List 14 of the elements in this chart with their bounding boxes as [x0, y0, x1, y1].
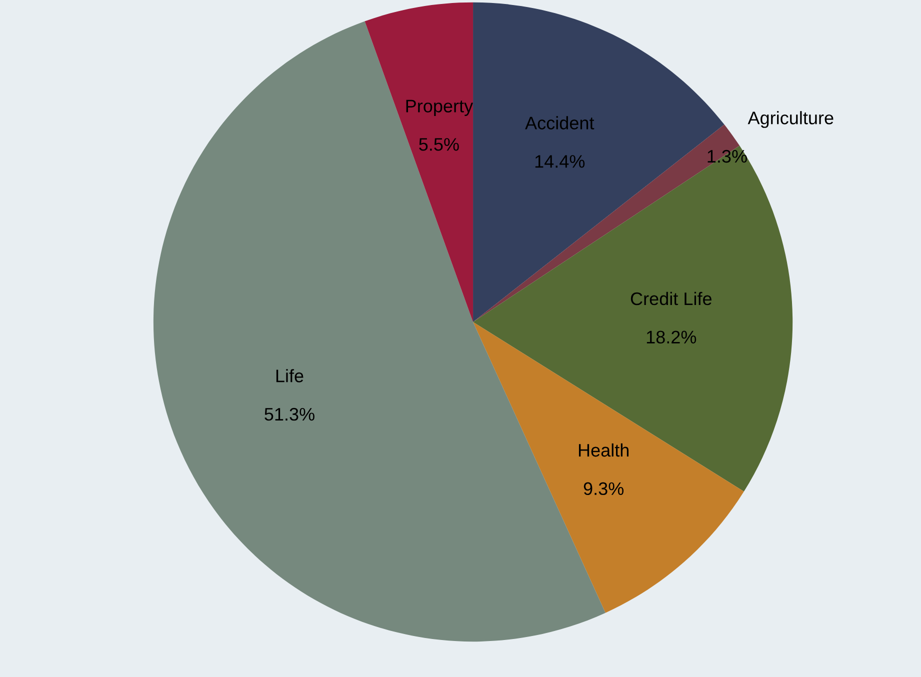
slice-label: Accident — [525, 116, 594, 130]
data-label: 9.3% — [584, 482, 624, 496]
data-label: 5.5% — [419, 138, 459, 151]
slice-label: Life — [276, 369, 304, 382]
slice-label: Credit Life — [630, 292, 712, 306]
slice-label: Agriculture — [748, 111, 834, 128]
pie-slice — [473, 322, 744, 613]
data-label: 51.3% — [264, 408, 314, 421]
data-label: 1.3% — [708, 150, 747, 163]
pie-slice — [364, 2, 474, 322]
data-label: 14.4% — [535, 155, 585, 168]
slice-label: Property — [406, 100, 474, 116]
data-label: 18.2% — [646, 330, 696, 344]
slice-label: Health — [578, 443, 629, 457]
